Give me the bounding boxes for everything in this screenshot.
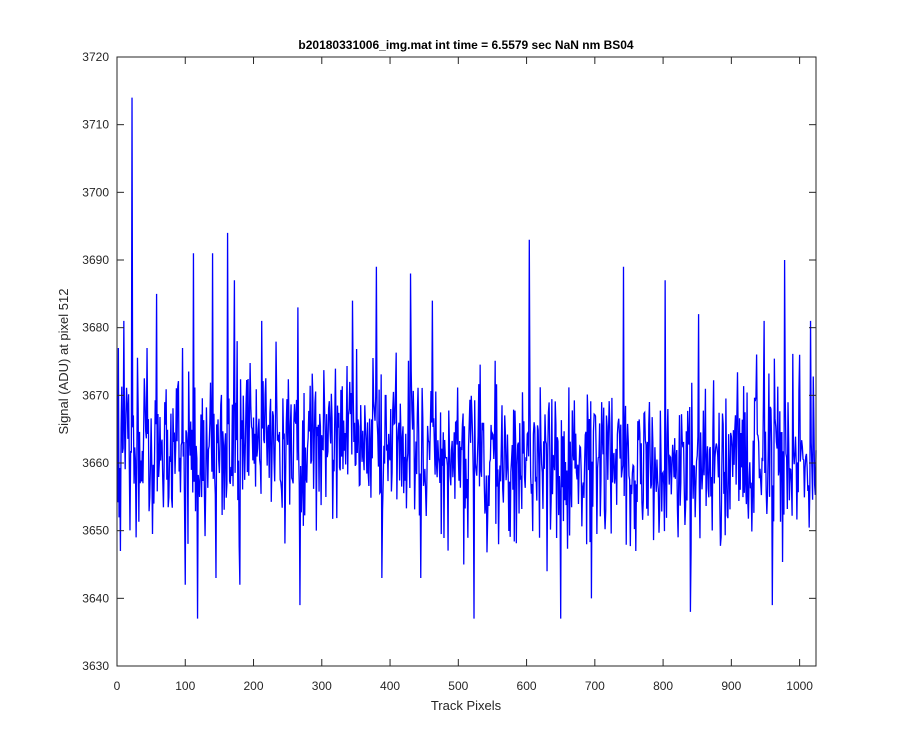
- x-tick-label: 900: [721, 679, 741, 693]
- series-line: [117, 97, 817, 619]
- y-tick-label: 3660: [82, 456, 109, 470]
- x-axis-label: Track Pixels: [431, 698, 502, 713]
- x-tick-label: 300: [312, 679, 332, 693]
- x-tick-label: 700: [585, 679, 605, 693]
- axes-box: [116, 56, 817, 667]
- chart-title: b20180331006_img.mat int time = 6.5579 s…: [298, 38, 634, 52]
- x-tick-label: 0: [114, 679, 121, 693]
- x-tick-label: 600: [517, 679, 537, 693]
- x-tick-label: 1000: [786, 679, 813, 693]
- x-tick-label: 800: [653, 679, 673, 693]
- x-tick-label: 500: [448, 679, 468, 693]
- x-tick-label: 200: [244, 679, 264, 693]
- ticks-layer: 0 100 200 300 400 500 600 700 800 900 1000 3630 3640…: [82, 50, 816, 693]
- y-tick-label: 3700: [82, 185, 109, 199]
- plot-area: [117, 57, 816, 666]
- y-axis-label: Signal (ADU) at pixel 512: [56, 289, 71, 435]
- y-tick-label: 3640: [82, 591, 109, 605]
- x-tick-label: 400: [380, 679, 400, 693]
- y-tick-label: 3670: [82, 388, 109, 402]
- y-tick-label: 3630: [82, 659, 109, 673]
- series-layer: [117, 97, 817, 619]
- y-tick-label: 3650: [82, 524, 109, 538]
- x-tick-label: 100: [175, 679, 195, 693]
- y-tick-label: 3680: [82, 321, 109, 335]
- y-tick-label: 3690: [82, 253, 109, 267]
- y-tick-label: 3710: [82, 118, 109, 132]
- y-tick-label: 3720: [82, 50, 109, 64]
